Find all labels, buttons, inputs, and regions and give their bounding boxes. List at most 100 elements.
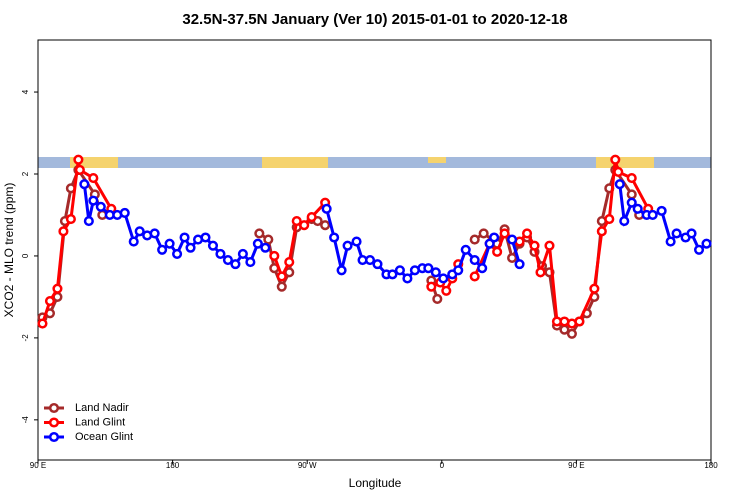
data-point: [276, 271, 287, 282]
data-point: [254, 228, 265, 239]
data-point: [665, 236, 676, 247]
data-point: [535, 267, 546, 278]
data-point: [453, 265, 464, 276]
data-point: [426, 281, 437, 292]
x-axis-label: Longitude: [349, 476, 402, 490]
data-point: [260, 242, 271, 253]
y-tick-label: 0: [21, 253, 30, 258]
data-point: [149, 228, 160, 239]
legend-marker: [48, 402, 60, 414]
data-point: [74, 164, 85, 175]
data-point: [37, 318, 48, 329]
data-point: [514, 259, 525, 270]
legend-marker: [48, 417, 60, 428]
y-tick-label: -4: [21, 416, 30, 424]
x-tick-label: 180: [166, 461, 180, 470]
data-point: [394, 265, 405, 276]
x-tick-label: 180: [704, 461, 718, 470]
data-point: [626, 197, 637, 208]
data-point: [88, 173, 99, 184]
x-tick-label: 90 E: [568, 461, 584, 470]
y-tick-label: 4: [21, 89, 30, 94]
data-point: [252, 238, 263, 249]
x-tick-label: 0: [440, 461, 445, 470]
legend-label: Land Nadir: [75, 402, 129, 414]
data-point: [469, 234, 480, 245]
data-point: [693, 244, 705, 255]
data-point: [521, 228, 533, 239]
data-point: [632, 203, 643, 214]
data-point: [88, 195, 99, 206]
land-patch: [596, 157, 654, 168]
data-point: [44, 295, 56, 307]
data-point: [432, 293, 443, 305]
data-point: [291, 216, 302, 227]
data-point: [441, 285, 452, 296]
data-point: [430, 267, 441, 278]
data-point: [230, 259, 241, 270]
data-point: [529, 240, 540, 251]
data-point: [566, 328, 577, 339]
data-point: [489, 232, 500, 243]
data-point: [604, 214, 615, 225]
data-point: [544, 240, 555, 251]
data-point: [507, 234, 518, 245]
data-point: [460, 244, 471, 255]
data-point: [179, 232, 190, 243]
data-point: [614, 179, 625, 190]
data-point: [613, 166, 624, 177]
y-tick-label: 2: [21, 171, 30, 176]
data-point: [128, 236, 139, 247]
data-point: [237, 248, 248, 259]
data-point: [589, 283, 600, 294]
data-point: [342, 240, 353, 251]
data-point: [499, 228, 510, 239]
data-point: [423, 263, 434, 274]
data-point: [402, 273, 413, 284]
legend-label: Land Glint: [75, 416, 125, 428]
data-point: [172, 248, 183, 259]
data-point: [574, 316, 585, 327]
data-point: [626, 173, 637, 184]
data-point: [306, 211, 317, 223]
data-point: [478, 228, 489, 239]
y-axis-label: XCO2 - MLO trend (ppm): [2, 183, 16, 318]
data-point: [245, 257, 256, 268]
data-point: [222, 254, 233, 266]
data-point: [438, 273, 449, 284]
data-point: [164, 238, 175, 249]
data-point: [671, 228, 682, 239]
ocean-band: [38, 157, 711, 168]
data-point: [65, 214, 76, 225]
data-point: [83, 216, 94, 227]
data-point: [686, 228, 697, 239]
data-point: [200, 232, 211, 243]
land-patch: [428, 157, 446, 163]
land-patch: [262, 157, 328, 168]
data-point: [619, 216, 630, 227]
data-point: [321, 203, 332, 214]
data-point: [507, 252, 518, 264]
data-point: [469, 271, 480, 282]
data-point: [185, 242, 196, 253]
data-point: [263, 234, 274, 245]
data-point: [276, 281, 287, 292]
chart-title: 32.5N-37.5N January (Ver 10) 2015-01-01 …: [182, 11, 567, 28]
x-tick-label: 90 W: [298, 461, 317, 470]
data-point: [320, 220, 331, 231]
data-point: [134, 226, 145, 237]
y-tick-label: -2: [21, 334, 30, 342]
plot-frame: [37, 39, 712, 461]
data-point: [299, 220, 310, 231]
data-point: [656, 205, 667, 216]
data-point: [647, 209, 658, 221]
data-point: [596, 226, 607, 237]
data-point: [364, 254, 376, 266]
data-point: [387, 269, 398, 280]
data-point: [73, 154, 84, 165]
data-point: [477, 263, 488, 274]
data-point: [95, 201, 106, 212]
legend-label: Ocean Glint: [75, 431, 133, 443]
data-point: [492, 246, 503, 257]
